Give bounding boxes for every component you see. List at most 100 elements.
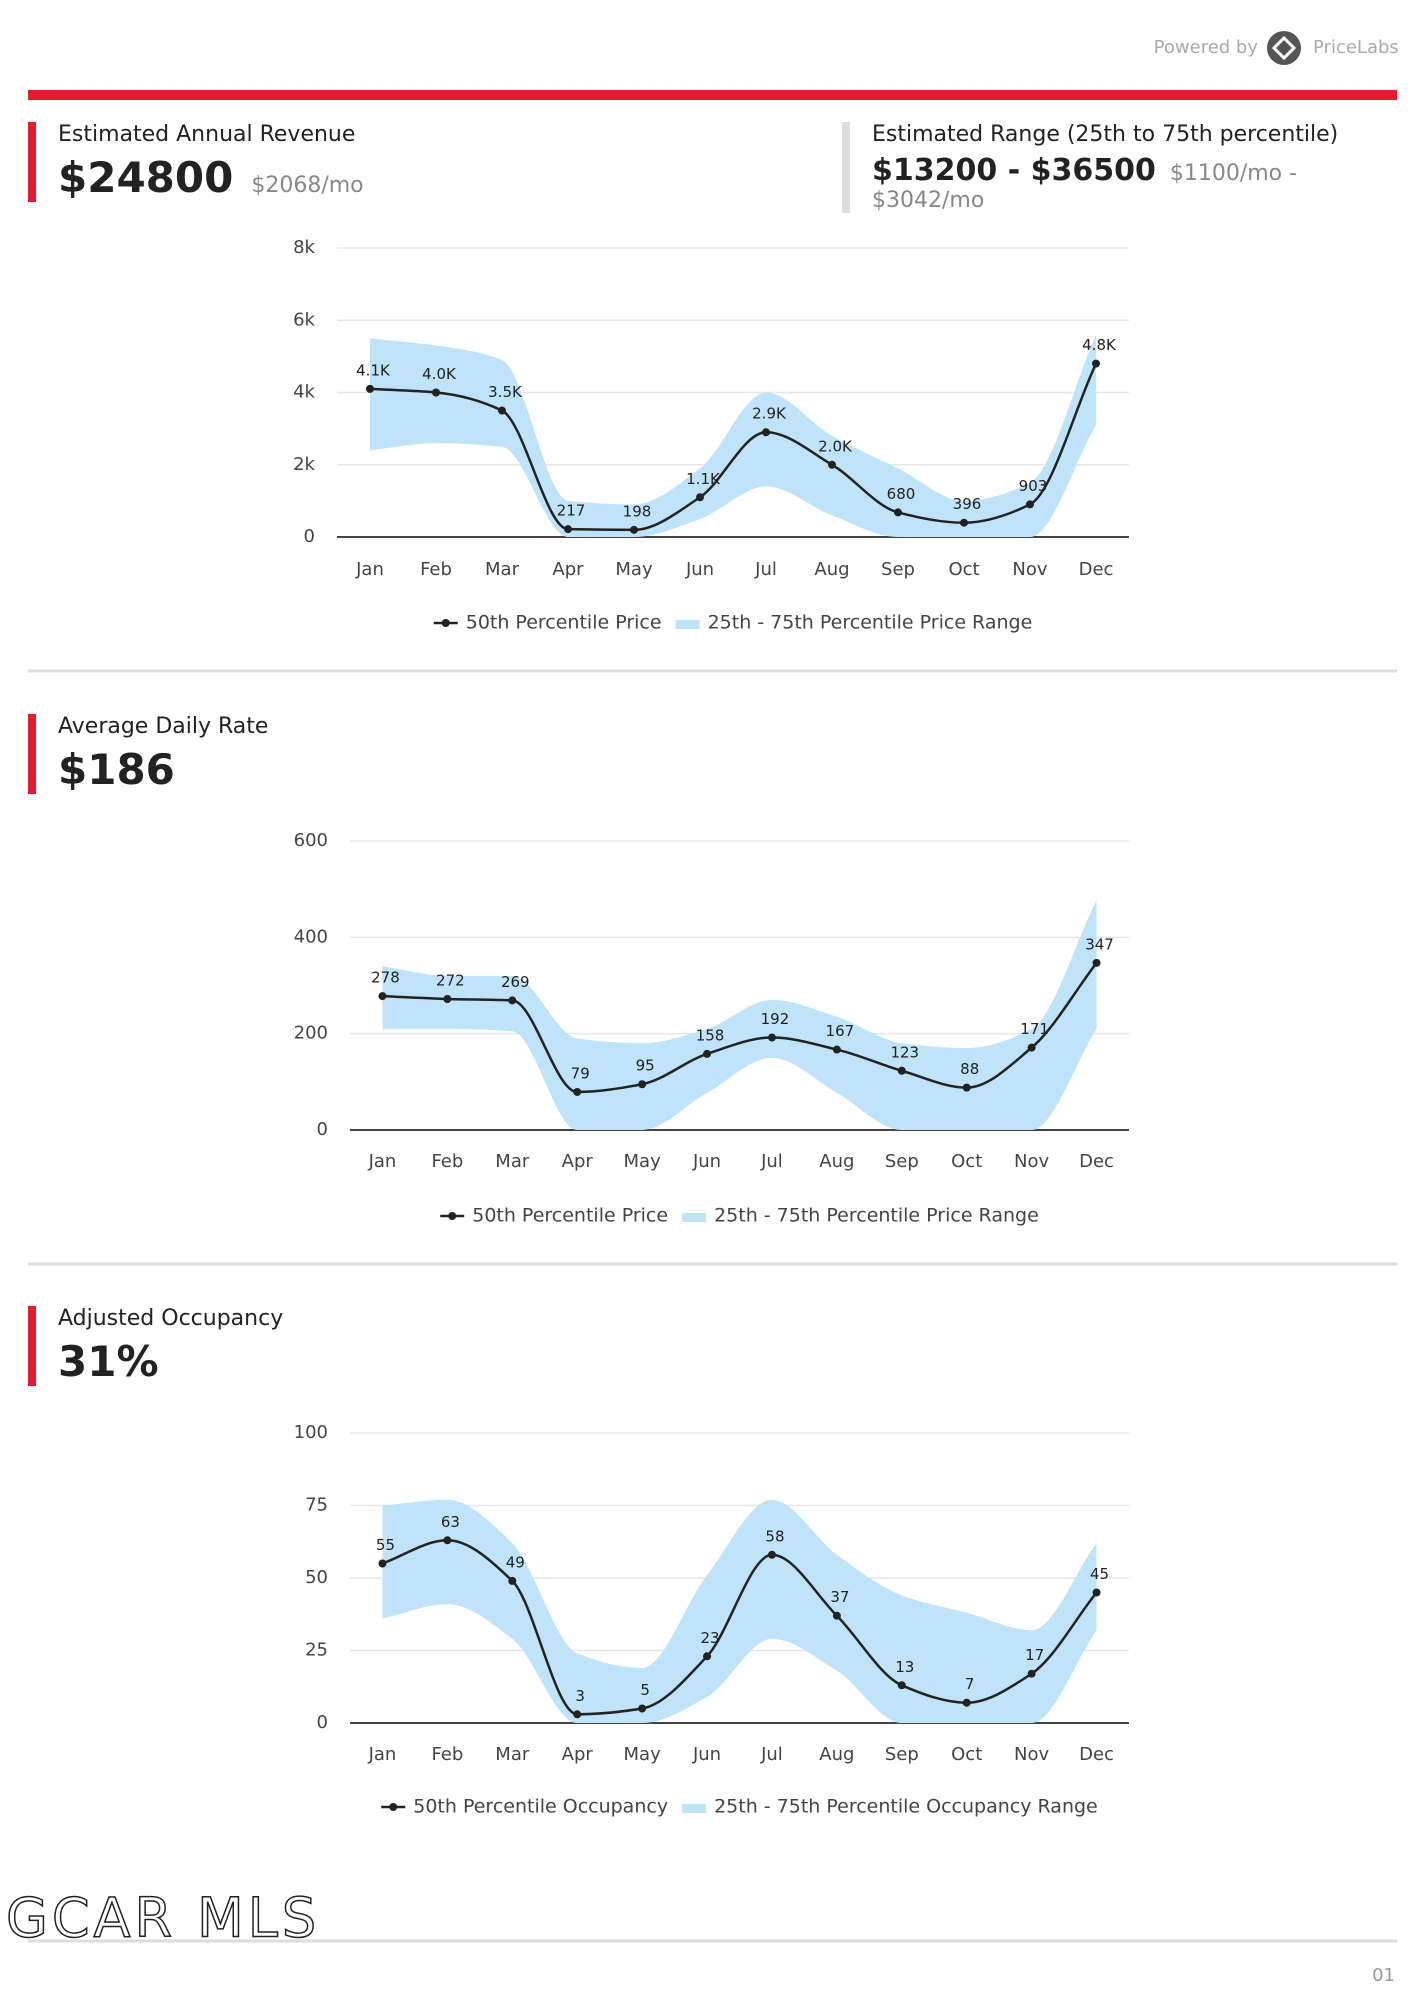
kpi-sub: $2068/mo xyxy=(251,173,364,198)
y-tick-label: 200 xyxy=(294,1023,328,1044)
logo xyxy=(1267,31,1301,65)
legend-dot xyxy=(448,1212,457,1220)
point xyxy=(378,992,387,1001)
x-tick-label: Jun xyxy=(692,1151,721,1172)
legend-swatch xyxy=(433,619,458,627)
x-tick-label: Apr xyxy=(552,559,584,580)
data-label: 63 xyxy=(441,1513,460,1531)
x-tick-label: Aug xyxy=(819,1744,854,1765)
y-tick-label: 400 xyxy=(294,926,328,947)
point xyxy=(1092,359,1100,368)
x-tick-label: Nov xyxy=(1014,1151,1049,1172)
y-tick-label: 0 xyxy=(317,1119,328,1140)
legend-swatch xyxy=(381,1803,406,1811)
data-label: 123 xyxy=(890,1043,919,1061)
data-label: 4.8K xyxy=(1082,336,1117,354)
kpi-value: $24800 xyxy=(58,153,234,202)
x-tick-label: May xyxy=(615,559,653,580)
point xyxy=(508,1576,517,1585)
data-label: 55 xyxy=(376,1536,395,1554)
point xyxy=(638,1080,647,1089)
data-label: 198 xyxy=(623,502,652,520)
brand: PriceLabs xyxy=(1313,37,1399,58)
data-label: 79 xyxy=(571,1064,590,1082)
x-tick-label: Jul xyxy=(760,1151,783,1172)
point xyxy=(703,1049,712,1058)
legend-swatch xyxy=(682,1213,707,1222)
y-tick-label: 0 xyxy=(317,1712,328,1733)
data-label: 95 xyxy=(636,1057,655,1075)
x-tick-label: Jan xyxy=(355,559,384,580)
point xyxy=(897,1066,906,1075)
data-label: 272 xyxy=(436,971,465,989)
x-tick-label: Jan xyxy=(368,1151,397,1172)
y-tick-label: 2k xyxy=(293,454,315,475)
y-tick-label: 6k xyxy=(293,309,315,330)
x-tick-label: Dec xyxy=(1079,1151,1114,1172)
powered-by: Powered by xyxy=(1154,37,1259,58)
legend-dot xyxy=(441,619,450,627)
y-tick-label: 75 xyxy=(305,1495,328,1516)
point xyxy=(894,508,902,517)
point xyxy=(832,1045,841,1054)
data-label: 5 xyxy=(640,1681,650,1699)
legend: 50th Percentile Occupancy 25th - 75th Per… xyxy=(381,1796,1098,1818)
data-label: 37 xyxy=(830,1588,849,1606)
point xyxy=(1027,1043,1036,1052)
point xyxy=(1092,958,1101,967)
point xyxy=(630,525,638,534)
data-label: 45 xyxy=(1090,1565,1109,1583)
legend-label: 50th Percentile Price xyxy=(472,1205,668,1227)
data-label: 17 xyxy=(1025,1646,1044,1664)
point xyxy=(897,1681,906,1690)
x-tick-label: May xyxy=(624,1744,662,1765)
point xyxy=(508,996,517,1005)
range-band xyxy=(370,334,1096,537)
y-tick-label: 0 xyxy=(304,526,315,547)
point xyxy=(498,406,506,415)
data-label: 49 xyxy=(506,1553,525,1571)
legend-label: 25th - 75th Percentile Price Range xyxy=(708,612,1033,634)
point xyxy=(443,994,452,1003)
x-tick-label: Jun xyxy=(685,559,714,580)
x-tick-label: Sep xyxy=(885,1151,919,1172)
data-label: 278 xyxy=(371,969,400,987)
point xyxy=(962,1698,971,1707)
data-label: 13 xyxy=(895,1658,914,1676)
x-tick-label: Jul xyxy=(760,1744,783,1765)
page-number: 01 xyxy=(1372,1965,1395,1986)
kpi-title: Estimated Annual Revenue xyxy=(58,122,356,147)
legend-label: 50th Percentile Price xyxy=(466,612,662,634)
point xyxy=(828,460,836,469)
point xyxy=(696,493,704,502)
y-tick-label: 50 xyxy=(305,1567,328,1588)
data-label: 217 xyxy=(557,502,586,520)
data-label: 171 xyxy=(1020,1020,1049,1038)
data-label: 903 xyxy=(1019,477,1048,495)
x-tick-label: Sep xyxy=(881,559,915,580)
kpi-title: Average Daily Rate xyxy=(58,714,269,739)
x-tick-label: Jun xyxy=(692,1744,721,1765)
legend-swatch xyxy=(682,1804,707,1813)
x-tick-label: May xyxy=(624,1151,662,1172)
kpi-value: $186 xyxy=(58,745,175,794)
kpi-title: Adjusted Occupancy xyxy=(58,1306,284,1331)
y-tick-label: 25 xyxy=(305,1640,328,1661)
footer-brand: GCAR MLS xyxy=(6,1887,320,1950)
data-label: 4.1K xyxy=(356,361,391,379)
x-tick-label: Feb xyxy=(420,559,452,580)
point xyxy=(573,1087,582,1096)
x-tick-label: Apr xyxy=(562,1744,594,1765)
legend-swatch xyxy=(675,620,700,629)
legend-swatch xyxy=(440,1212,465,1220)
x-tick-label: Apr xyxy=(562,1151,594,1172)
legend-label: 25th - 75th Percentile Price Range xyxy=(714,1205,1039,1227)
point xyxy=(1026,500,1034,509)
data-label: 2.0K xyxy=(818,437,853,455)
legend: 50th Percentile Price 25th - 75th Percent… xyxy=(433,612,1033,634)
x-tick-label: Dec xyxy=(1079,1744,1114,1765)
kpi-value: $13200 - $36500 xyxy=(872,153,1156,188)
data-label: 1.1K xyxy=(686,470,721,488)
data-label: 58 xyxy=(765,1527,784,1545)
